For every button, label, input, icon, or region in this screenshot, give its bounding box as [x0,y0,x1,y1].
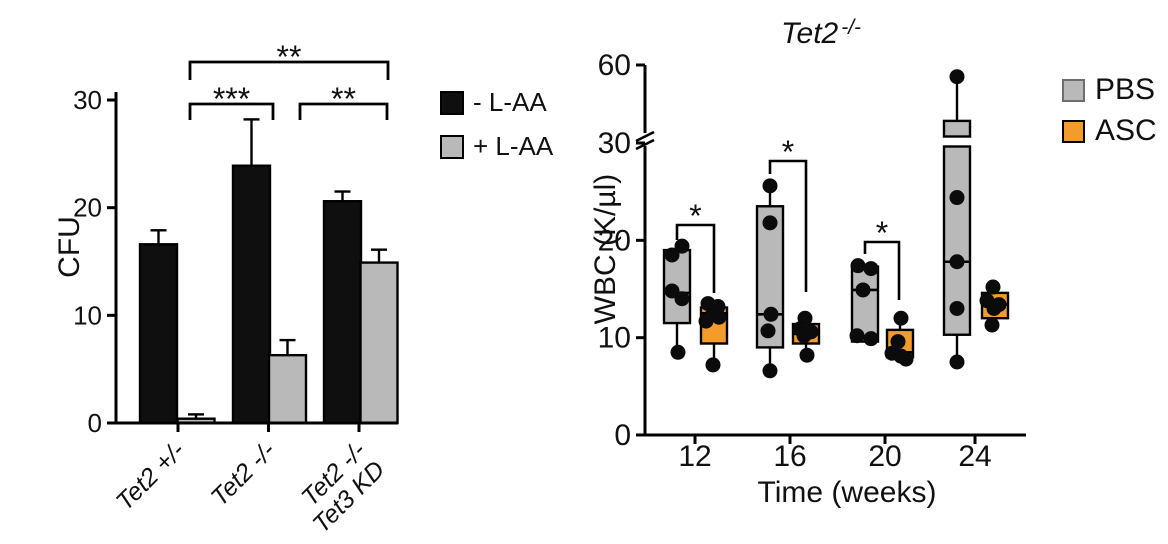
y-tick-label: 0 [88,408,102,438]
sig-label: * [782,134,794,170]
bar-plus-laa-g3 [359,261,399,425]
data-point [898,351,914,367]
legend-label-pbs: PBS [1095,73,1156,106]
data-point [763,306,779,322]
data-point [674,291,690,307]
wbc-chart-title-main: Tet2 [780,17,839,50]
legend-swatch-asc [1062,119,1085,143]
x-category-label: Tet2 -/-Tet3 KD [288,436,390,538]
sig-label: * [876,215,888,251]
cfu-y-axis-title: CFU [53,216,86,278]
wbc-box-chart: 0 10 20 30 60 12 16 20 24 * * * [598,49,1026,473]
legend-item-plus-laa: + L-AA [440,131,553,162]
x-tick-label: 20 [868,440,901,473]
y-tick-label: 30 [598,127,631,160]
sig-label: ** [331,81,356,117]
box-lower-segment [942,145,972,336]
data-point [863,261,879,277]
sig-bracket [298,102,389,120]
wbc-chart-title-superscript: -/- [841,16,862,39]
data-point [949,354,965,370]
legend-swatch-plus-laa [440,134,464,159]
data-point [893,310,909,326]
box [662,248,692,325]
y-tick-label: 30 [73,85,102,115]
sig-label: ** [277,39,302,75]
legend-swatch-minus-laa [440,90,464,115]
data-point [890,334,906,350]
laa-legend: - L-AA + L-AA [440,87,553,162]
data-point [855,282,871,298]
data-point [949,300,965,316]
legend-item-pbs: PBS [1062,73,1157,107]
y-tick-label: 60 [598,49,631,82]
axis-break-gap [640,133,650,146]
x-tick-label: 12 [678,440,711,473]
legend-label-asc: ASC [1095,114,1157,147]
data-point [799,347,815,363]
sig-bracket [863,240,901,300]
sig-bracket [188,102,275,120]
wbc-y-axis-title: WBC (K/µl) [589,173,622,325]
x-category-label: Tet2 -/- [206,436,281,511]
data-point [986,300,1002,316]
data-point [711,309,727,325]
data-point [762,215,778,231]
y-tick-label: 20 [73,193,102,223]
cfu-bar-chart: 0 10 20 30 Tet2 +/- Tet2 -/- Tet2 -/-Tet3 KD **… [73,39,399,539]
y-tick-label: 20 [598,224,631,257]
data-point [670,344,686,360]
bar-minus-laa-g3 [322,200,363,425]
data-point [664,247,680,263]
data-point [949,190,965,206]
sig-bracket [188,60,390,80]
data-point [674,238,690,254]
sig-bracket [768,159,808,292]
data-point [760,323,776,339]
y-tick-label: 10 [73,300,102,330]
data-point [705,357,721,373]
bar-minus-laa-g1 [138,243,179,425]
data-point [850,258,866,274]
x-tick-label: 24 [958,440,991,473]
box-upper-segment [942,119,972,138]
x-category-label: Tet2 +/- [111,436,191,516]
y-tick-label: 0 [614,419,631,452]
data-point [762,363,778,379]
legend-item-asc: ASC [1062,114,1157,148]
data-point [762,178,778,194]
y-tick-label: 10 [598,322,631,355]
bar-plus-laa-g2 [267,353,308,425]
data-point [698,313,714,329]
sig-label: * [689,198,701,234]
wbc-chart-title: Tet2 -/- [701,16,941,51]
sig-label: *** [213,81,250,117]
bar-minus-laa-g2 [231,164,272,425]
treatment-legend: PBS ASC [1062,73,1157,148]
data-point [985,279,1001,295]
data-point [849,328,865,344]
data-point [796,328,812,344]
data-point [984,317,1000,333]
legend-swatch-pbs [1062,78,1085,102]
data-point [949,69,965,85]
sig-bracket [675,223,716,293]
axis-break-slash [635,130,655,143]
legend-item-minus-laa: - L-AA [440,87,553,118]
legend-label-plus-laa: + L-AA [473,131,554,161]
x-tick-label: 16 [773,440,806,473]
data-point [863,331,879,347]
data-point [949,254,965,270]
wbc-x-axis-title: Time (weeks) [757,476,937,509]
legend-label-minus-laa: - L-AA [473,87,547,117]
